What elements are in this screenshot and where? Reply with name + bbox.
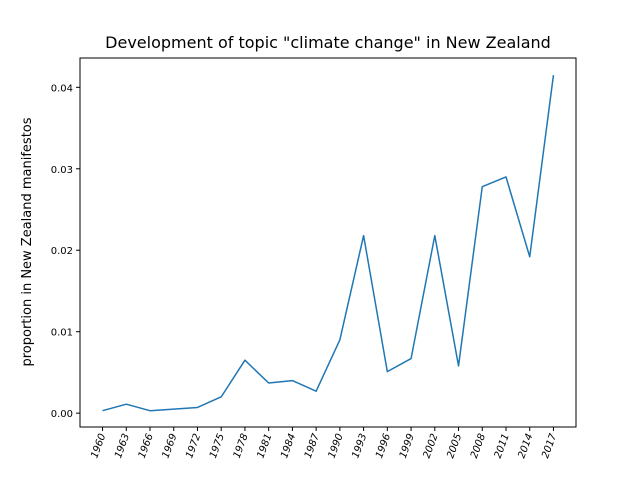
series-layer (102, 75, 555, 412)
y-axis: 0.00 0.01 0.02 0.03 0.04 (51, 83, 80, 420)
y-tick-label: 0.04 (51, 83, 73, 94)
chart-title: Development of topic "climate change" in… (105, 33, 551, 52)
series-line (102, 75, 555, 412)
y-tick-label: 0.00 (51, 409, 73, 420)
y-axis-label: proportion in New Zealand manifestos (20, 117, 35, 366)
y-tick-label: 0.02 (51, 246, 73, 257)
plot-frame (79, 57, 577, 428)
y-tick-label: 0.01 (51, 328, 73, 339)
y-tick-label: 0.03 (51, 165, 73, 176)
